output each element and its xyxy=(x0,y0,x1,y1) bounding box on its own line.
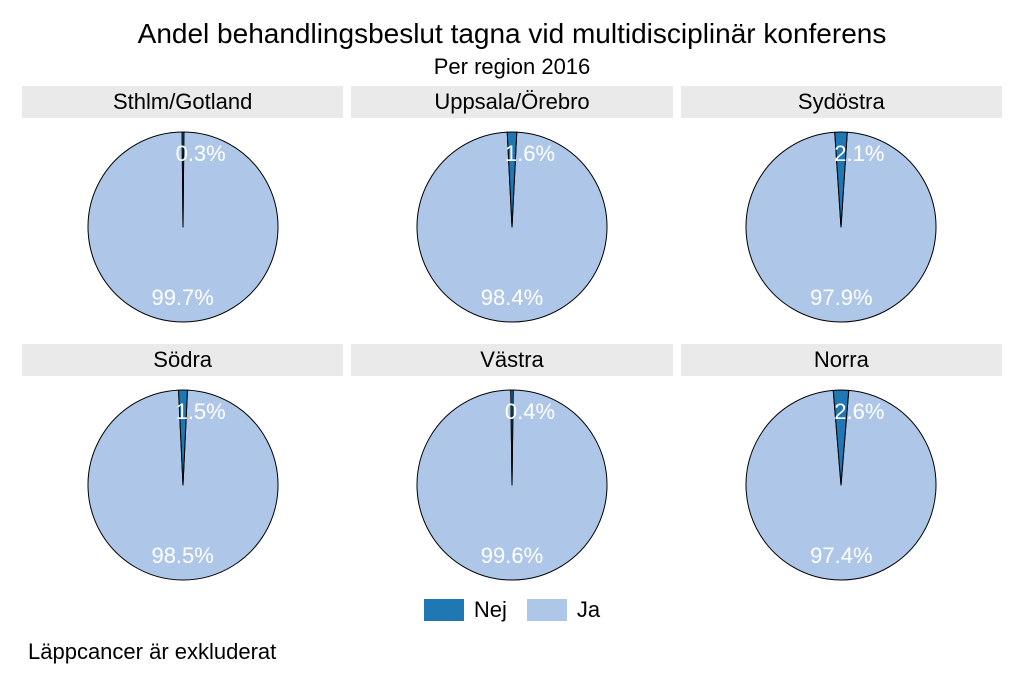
pie-label-layer: 1.6% 98.4% xyxy=(412,127,612,327)
pie-label-layer: 0.4% 99.6% xyxy=(412,385,612,585)
pie-chart: 2.1% 97.9% xyxy=(681,118,1002,336)
panel: Sthlm/Gotland 0.3% 99.7% xyxy=(22,86,343,336)
pie-label-nej: 1.6% xyxy=(505,141,555,167)
pie-label-ja: 97.9% xyxy=(810,285,872,311)
pie-label-nej: 1.5% xyxy=(176,399,226,425)
page-title: Andel behandlingsbeslut tagna vid multid… xyxy=(0,0,1024,50)
pie-chart: 2.6% 97.4% xyxy=(681,376,1002,594)
panel-title: Södra xyxy=(22,344,343,376)
pie-label-nej: 0.3% xyxy=(176,141,226,167)
panel-title: Norra xyxy=(681,344,1002,376)
legend: Nej Ja xyxy=(0,597,1024,627)
panel: Västra 0.4% 99.6% xyxy=(351,344,672,594)
page-subtitle: Per region 2016 xyxy=(0,54,1024,80)
pie-label-ja: 98.4% xyxy=(481,285,543,311)
panel-title: Uppsala/Örebro xyxy=(351,86,672,118)
legend-item-ja: Ja xyxy=(527,597,600,623)
pie-chart: 1.6% 98.4% xyxy=(351,118,672,336)
legend-label-ja: Ja xyxy=(577,597,600,623)
pie-chart: 0.3% 99.7% xyxy=(22,118,343,336)
pie-label-layer: 1.5% 98.5% xyxy=(83,385,283,585)
pie-label-ja: 99.6% xyxy=(481,543,543,569)
panel-title: Västra xyxy=(351,344,672,376)
footnote: Läppcancer är exkluderat xyxy=(28,639,276,665)
legend-item-nej: Nej xyxy=(424,597,507,623)
legend-swatch-nej xyxy=(424,599,464,621)
pie-label-ja: 98.5% xyxy=(151,543,213,569)
pie-label-nej: 2.1% xyxy=(834,141,884,167)
pie-label-ja: 97.4% xyxy=(810,543,872,569)
panel: Sydöstra 2.1% 97.9% xyxy=(681,86,1002,336)
panel: Norra 2.6% 97.4% xyxy=(681,344,1002,594)
chart-page: Andel behandlingsbeslut tagna vid multid… xyxy=(0,0,1024,683)
pie-label-nej: 0.4% xyxy=(505,399,555,425)
pie-label-ja: 99.7% xyxy=(151,285,213,311)
pie-label-layer: 2.6% 97.4% xyxy=(741,385,941,585)
panel: Södra 1.5% 98.5% xyxy=(22,344,343,594)
pie-label-layer: 0.3% 99.7% xyxy=(83,127,283,327)
panel-title: Sthlm/Gotland xyxy=(22,86,343,118)
pie-chart: 0.4% 99.6% xyxy=(351,376,672,594)
panel: Uppsala/Örebro 1.6% 98.4% xyxy=(351,86,672,336)
panel-title: Sydöstra xyxy=(681,86,1002,118)
pie-label-nej: 2.6% xyxy=(834,399,884,425)
pie-grid: Sthlm/Gotland 0.3% 99.7% Uppsala/Örebro 1.6%… xyxy=(22,86,1002,594)
legend-swatch-ja xyxy=(527,599,567,621)
legend-label-nej: Nej xyxy=(474,597,507,623)
pie-label-layer: 2.1% 97.9% xyxy=(741,127,941,327)
pie-chart: 1.5% 98.5% xyxy=(22,376,343,594)
